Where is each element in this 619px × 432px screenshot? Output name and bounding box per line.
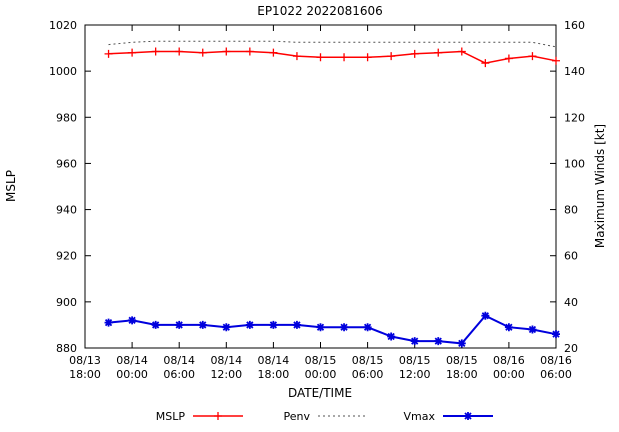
x-tick-time-label: 00:00 (305, 368, 337, 381)
series-marker-vmax (316, 323, 325, 332)
series-marker-vmax (457, 339, 466, 348)
series-marker-vmax (410, 337, 419, 346)
x-axis-label: DATE/TIME (288, 386, 352, 400)
x-tick-time-label: 06:00 (163, 368, 195, 381)
legend-label-mslp: MSLP (156, 410, 186, 423)
series-marker-mslp (363, 53, 372, 62)
x-tick-date-label: 08/14 (210, 354, 242, 367)
series-marker-mslp (316, 53, 325, 62)
x-tick-date-label: 08/15 (446, 354, 478, 367)
y-tick-label-right: 80 (564, 204, 578, 217)
x-tick-date-label: 08/15 (399, 354, 431, 367)
series-marker-vmax (434, 337, 443, 346)
y-tick-label-right: 100 (564, 157, 585, 170)
series-marker-mslp (434, 48, 443, 57)
series-marker-mslp (151, 47, 160, 56)
series-marker-vmax (363, 323, 372, 332)
series-marker-vmax (481, 311, 490, 320)
series-marker-mslp (222, 47, 231, 56)
x-tick-date-label: 08/14 (258, 354, 290, 367)
series-marker-vmax (151, 320, 160, 329)
plot-border (84, 24, 557, 349)
series-marker-mslp (552, 56, 560, 65)
x-tick-time-label: 18:00 (69, 368, 101, 381)
y-tick-label-right: 160 (564, 19, 585, 32)
y-tick-label-left: 900 (56, 296, 77, 309)
chart-title: EP1022 2022081606 (257, 4, 383, 18)
series-marker-vmax (504, 323, 513, 332)
series-marker-mslp (481, 59, 490, 68)
series-marker-vmax (175, 320, 184, 329)
series-marker-mslp (128, 48, 137, 57)
x-tick-time-label: 06:00 (540, 368, 572, 381)
series-marker-mslp (387, 52, 396, 61)
y-axis-label-right: Maximum Winds [kt] (593, 124, 607, 248)
series-marker-vmax (104, 318, 113, 327)
series-marker-mslp (528, 52, 537, 61)
legend-sample-marker (214, 412, 222, 420)
x-tick-date-label: 08/15 (305, 354, 337, 367)
series-marker-mslp (245, 47, 254, 56)
y-axis-label-left: MSLP (4, 170, 18, 202)
x-tick-date-label: 08/16 (540, 354, 572, 367)
x-tick-date-label: 08/15 (352, 354, 384, 367)
y-tick-label-right: 60 (564, 250, 578, 263)
y-tick-label-left: 980 (56, 111, 77, 124)
series-marker-vmax (292, 320, 301, 329)
y-tick-label-right: 20 (564, 342, 578, 355)
x-tick-time-label: 12:00 (210, 368, 242, 381)
series-marker-vmax (198, 320, 207, 329)
y-tick-label-left: 1000 (49, 65, 77, 78)
series-marker-vmax (245, 320, 254, 329)
x-tick-date-label: 08/13 (69, 354, 101, 367)
legend-sample-marker (464, 412, 472, 420)
legend-label-penv: Penv (284, 410, 311, 423)
x-tick-date-label: 08/16 (493, 354, 525, 367)
x-tick-time-label: 06:00 (352, 368, 384, 381)
series-marker-mslp (269, 48, 278, 57)
y-tick-label-right: 140 (564, 65, 585, 78)
series-marker-mslp (410, 49, 419, 58)
series-marker-vmax (128, 316, 137, 325)
y-tick-label-left: 880 (56, 342, 77, 355)
y-tick-label-right: 120 (564, 111, 585, 124)
series-marker-mslp (457, 47, 466, 56)
series-marker-vmax (222, 323, 231, 332)
series-marker-vmax (269, 320, 278, 329)
legend-label-vmax: Vmax (404, 410, 436, 423)
plot-generated: 08/1318:0008/1400:0008/1406:0008/1412:00… (49, 19, 585, 423)
y-tick-label-left: 920 (56, 250, 77, 263)
x-tick-time-label: 12:00 (399, 368, 431, 381)
y-tick-label-left: 1020 (49, 19, 77, 32)
series-marker-mslp (198, 48, 207, 57)
series-marker-vmax (552, 330, 560, 339)
x-tick-date-label: 08/14 (116, 354, 148, 367)
series-marker-vmax (387, 332, 396, 341)
series-line-vmax (108, 314, 557, 345)
series-marker-vmax (528, 325, 537, 334)
series-marker-mslp (292, 52, 301, 61)
series-marker-mslp (104, 49, 113, 58)
x-tick-date-label: 08/14 (163, 354, 195, 367)
series-line-penv (108, 40, 557, 48)
y-tick-label-right: 40 (564, 296, 578, 309)
y-tick-label-left: 960 (56, 157, 77, 170)
x-tick-time-label: 18:00 (258, 368, 290, 381)
x-tick-time-label: 00:00 (493, 368, 525, 381)
series-marker-mslp (340, 53, 349, 62)
series-line-mslp (108, 50, 557, 64)
series-marker-mslp (504, 54, 513, 63)
x-tick-time-label: 18:00 (446, 368, 478, 381)
series-marker-mslp (175, 47, 184, 56)
x-tick-time-label: 00:00 (116, 368, 148, 381)
series-marker-vmax (340, 323, 349, 332)
y-tick-label-left: 940 (56, 204, 77, 217)
